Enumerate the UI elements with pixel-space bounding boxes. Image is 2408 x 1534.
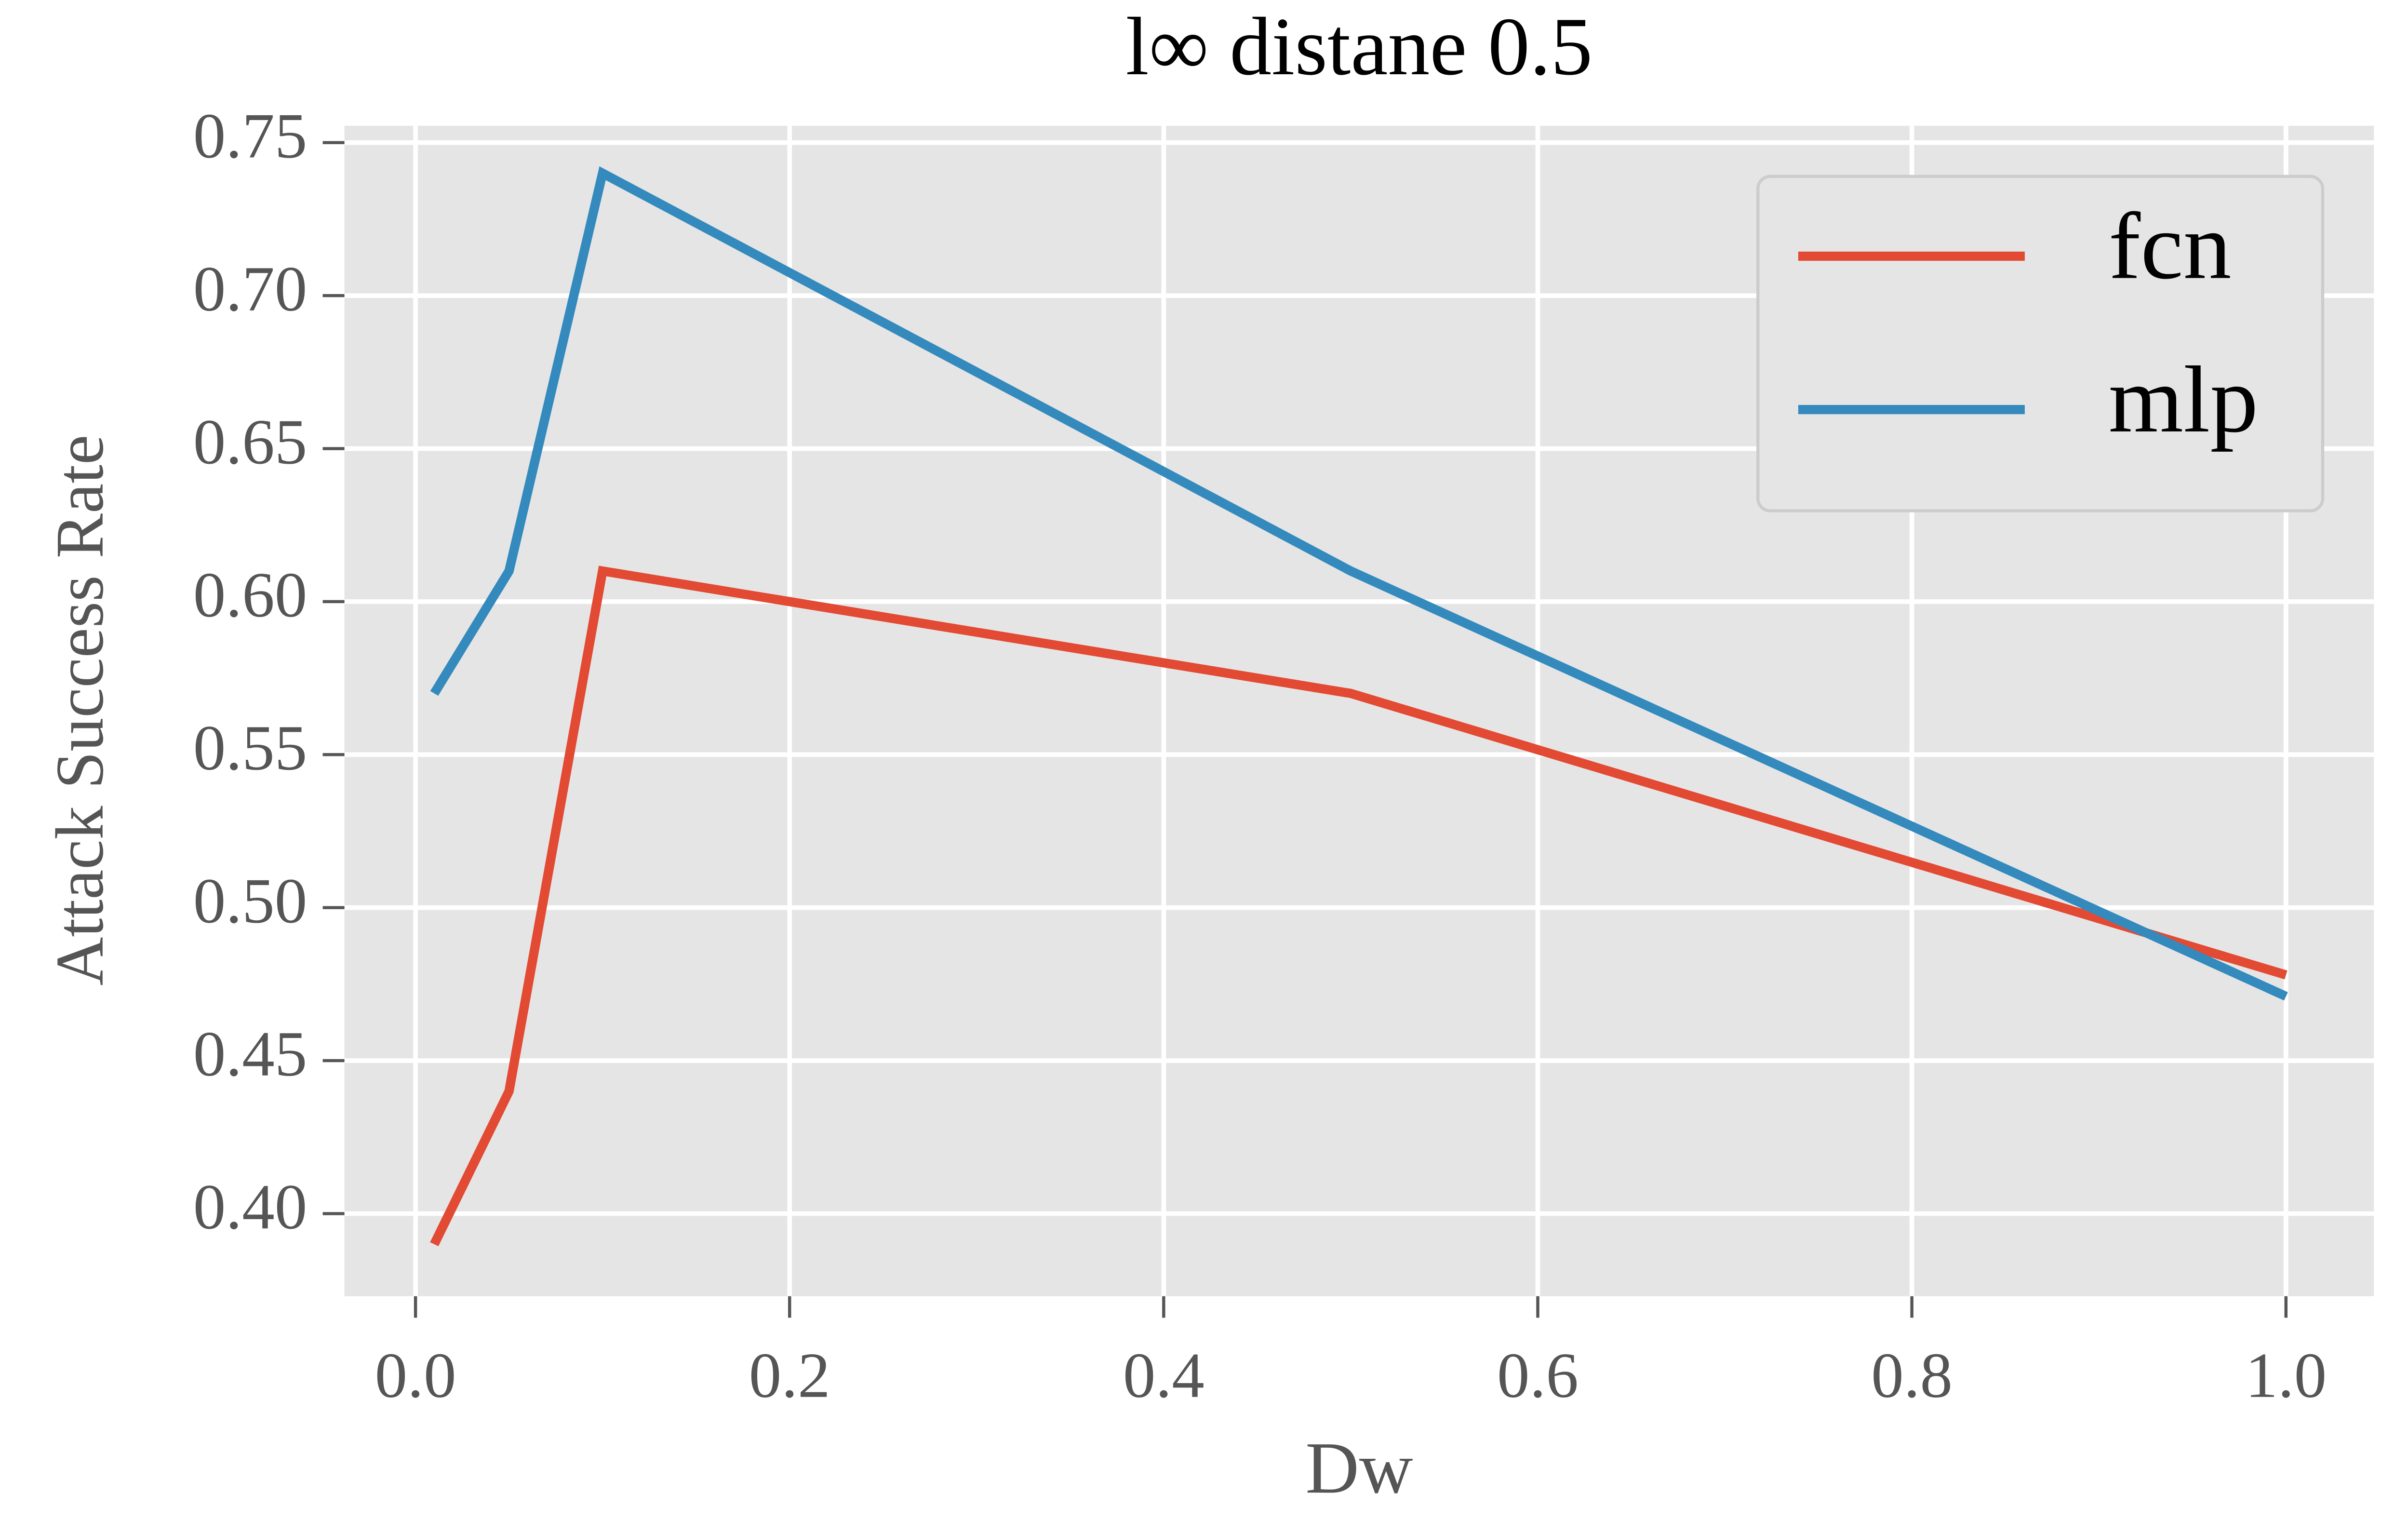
y-tick-label: 0.45 [193,1018,308,1090]
x-tick-label: 0.6 [1497,1340,1579,1411]
y-tick-label: 0.55 [193,713,308,784]
x-axis-label: Dw [1305,1427,1413,1509]
x-tick-label: 0.2 [749,1340,830,1411]
x-tick-label: 0.8 [1871,1340,1953,1411]
legend-label: mlp [2109,347,2258,452]
y-tick-label: 0.70 [193,254,308,325]
x-tick-label: 1.0 [2245,1340,2327,1411]
y-tick-label: 0.60 [193,559,308,631]
y-tick-label: 0.75 [193,100,308,172]
line-series [430,565,2288,1247]
chart-title: l∞ distane 0.5 [1126,1,1593,93]
y-tick-label: 0.50 [193,865,308,937]
legend: fcn mlp [1756,175,2325,512]
legend-box [1756,175,2325,512]
y-tick-label: 0.65 [193,406,308,478]
x-tick-label: 0.0 [375,1340,456,1411]
line-series [430,166,2288,1001]
y-tick-label: 0.40 [193,1171,308,1243]
y-axis-label: Attack Success Rate [42,435,118,986]
legend-label: fcn [2109,193,2232,299]
x-tick-label: 0.4 [1123,1340,1204,1411]
